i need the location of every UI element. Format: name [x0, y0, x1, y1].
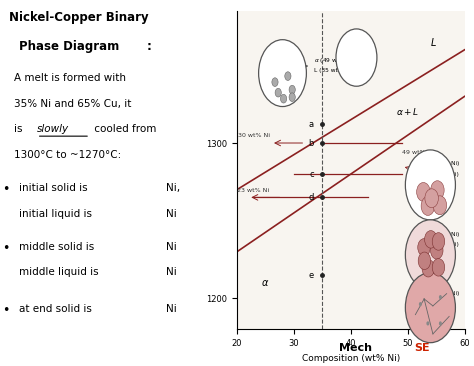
Circle shape: [427, 321, 429, 325]
Text: is: is: [14, 124, 26, 134]
Text: :: :: [147, 40, 152, 53]
Text: Ni: Ni: [166, 267, 177, 277]
Text: middle solid is: middle solid is: [19, 242, 94, 251]
Circle shape: [275, 88, 281, 97]
Text: •: •: [2, 183, 10, 196]
Circle shape: [285, 72, 291, 81]
Circle shape: [336, 29, 377, 86]
Circle shape: [432, 259, 445, 276]
Circle shape: [259, 40, 306, 107]
Text: d: d: [309, 193, 314, 202]
Text: $\alpha + L$: $\alpha + L$: [396, 107, 419, 117]
Circle shape: [289, 93, 295, 101]
Text: L (23 wt% Ni): L (23 wt% Ni): [419, 242, 459, 247]
Text: •: •: [2, 304, 10, 317]
Text: at end solid is: at end solid is: [19, 304, 92, 314]
Circle shape: [431, 181, 444, 200]
Text: a: a: [309, 120, 314, 129]
Circle shape: [419, 302, 422, 306]
Text: $\alpha$ (35 wt% Ni): $\alpha$ (35 wt% Ni): [419, 230, 461, 239]
Circle shape: [430, 242, 443, 259]
Text: Phase Diagram: Phase Diagram: [19, 40, 119, 53]
Text: e: e: [309, 270, 314, 280]
Circle shape: [422, 259, 435, 277]
Circle shape: [417, 183, 430, 201]
Circle shape: [281, 94, 287, 103]
Text: 49 wt% Ni: 49 wt% Ni: [402, 150, 434, 155]
Circle shape: [289, 85, 295, 94]
Circle shape: [405, 273, 456, 343]
Text: $L$: $L$: [430, 36, 437, 48]
Text: $\alpha$ (49 wt% Ni): $\alpha$ (49 wt% Ni): [314, 56, 356, 65]
X-axis label: Composition (wt% Ni): Composition (wt% Ni): [301, 354, 400, 363]
Text: 1300°C to ~1270°C:: 1300°C to ~1270°C:: [14, 150, 121, 160]
Text: A melt is formed with: A melt is formed with: [14, 73, 126, 83]
Text: Ni,: Ni,: [166, 183, 180, 193]
Text: middle liquid is: middle liquid is: [19, 267, 99, 277]
Text: initial liquid is: initial liquid is: [19, 209, 92, 219]
Circle shape: [432, 233, 445, 250]
Text: •: •: [2, 242, 10, 255]
Circle shape: [272, 78, 278, 86]
Circle shape: [425, 231, 437, 248]
Text: SE: SE: [414, 343, 430, 353]
Text: $L$: $L$: [354, 38, 359, 49]
Text: 35% Ni and 65% Cu, it: 35% Ni and 65% Cu, it: [14, 99, 132, 109]
Text: Mech: Mech: [339, 343, 372, 353]
Text: 23 wt% Ni: 23 wt% Ni: [237, 188, 269, 193]
Circle shape: [418, 252, 431, 269]
Circle shape: [418, 239, 430, 256]
Text: $\alpha$: $\alpha$: [261, 278, 270, 288]
Circle shape: [405, 220, 456, 290]
Circle shape: [405, 150, 456, 220]
Text: c: c: [309, 169, 314, 179]
Text: $\alpha$ (35 wt% Ni): $\alpha$ (35 wt% Ni): [419, 289, 461, 298]
Circle shape: [421, 197, 435, 216]
Text: initial solid is: initial solid is: [19, 183, 88, 193]
Text: (35 wt% Ni): (35 wt% Ni): [339, 52, 374, 57]
Circle shape: [439, 295, 442, 299]
Text: L (30 wt% Ni): L (30 wt% Ni): [419, 172, 459, 177]
Text: L (35 wt% Ni): L (35 wt% Ni): [314, 67, 354, 72]
Text: Ni: Ni: [166, 304, 177, 314]
Text: slowly: slowly: [36, 124, 69, 134]
Circle shape: [439, 321, 442, 325]
Text: 30 wt% Ni: 30 wt% Ni: [238, 133, 270, 138]
Text: b: b: [309, 138, 314, 147]
Text: Ni: Ni: [166, 209, 177, 219]
Text: cooled from: cooled from: [91, 124, 156, 134]
Circle shape: [433, 196, 447, 215]
Text: $\alpha$ (49 wt% Ni): $\alpha$ (49 wt% Ni): [419, 159, 461, 168]
Circle shape: [425, 189, 438, 208]
Text: Nickel-Copper Binary: Nickel-Copper Binary: [9, 11, 149, 24]
Text: Ni: Ni: [166, 242, 177, 251]
